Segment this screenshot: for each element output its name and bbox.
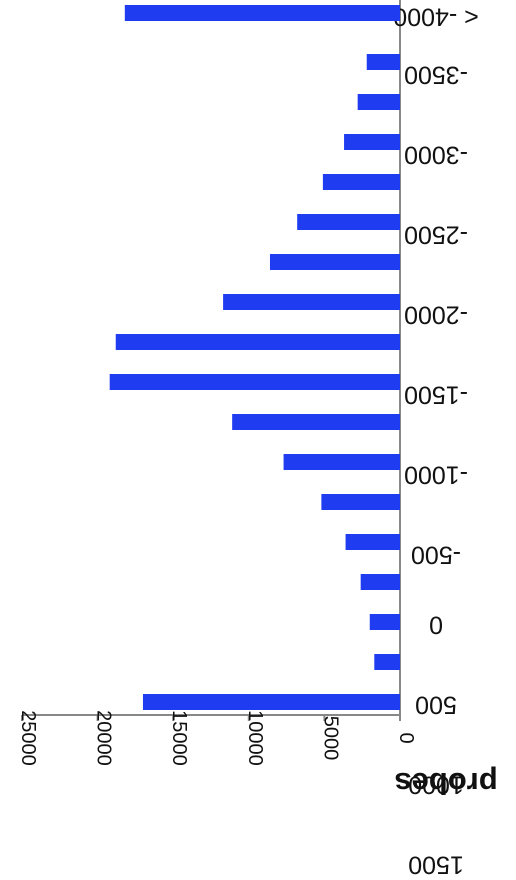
category-tick-label: 0 — [429, 610, 443, 638]
category-tick-label: < -4000 — [393, 2, 479, 30]
category-tick-label: -1500 — [404, 380, 468, 408]
value-ticks: 0 5000 10000 15000 20000 25000 — [17, 710, 417, 766]
bars — [109, 5, 400, 710]
category-tick-label: -2000 — [404, 300, 468, 328]
bar-mark — [124, 5, 400, 21]
bar-mark — [142, 694, 400, 710]
category-tick-label: 1000 — [408, 770, 464, 798]
category-tick-label: -2500 — [404, 220, 468, 248]
bar-mark — [322, 174, 400, 190]
bar-mark — [360, 574, 400, 590]
value-tick-label: 10000 — [244, 710, 266, 766]
category-tick-label: -3000 — [404, 140, 468, 168]
value-tick-label: 5000 — [319, 716, 341, 761]
category-tick-label: -1000 — [404, 460, 468, 488]
category-tick-label: -3500 — [404, 60, 468, 88]
value-tick-label: 0 — [395, 732, 417, 743]
category-tick-label: 500 — [415, 690, 457, 718]
bar-mark — [344, 134, 400, 150]
category-ticks: < -4000 -3500 -3000 -2500 -2000 -1500 -1000 -50… — [393, 2, 479, 878]
value-tick-label: 25000 — [17, 710, 39, 766]
bar-mark — [345, 534, 400, 550]
category-tick-label: -500 — [411, 540, 461, 568]
bar-mark — [283, 454, 400, 470]
bar-mark — [269, 254, 400, 270]
bar-mark — [369, 614, 400, 630]
bar-mark — [297, 214, 400, 230]
bar-mark — [357, 94, 400, 110]
bar-mark — [232, 414, 400, 430]
value-tick-label: 15000 — [168, 710, 190, 766]
category-tick-label: 1500 — [408, 850, 464, 875]
y-axis-title: probes — [394, 766, 497, 801]
bar-mark — [109, 374, 400, 390]
bar-mark — [115, 334, 400, 350]
bar-mark — [223, 294, 400, 310]
bar-mark — [374, 654, 400, 670]
value-tick-label: 20000 — [93, 710, 115, 766]
bar-mark — [321, 494, 400, 510]
bar-mark — [366, 54, 400, 70]
